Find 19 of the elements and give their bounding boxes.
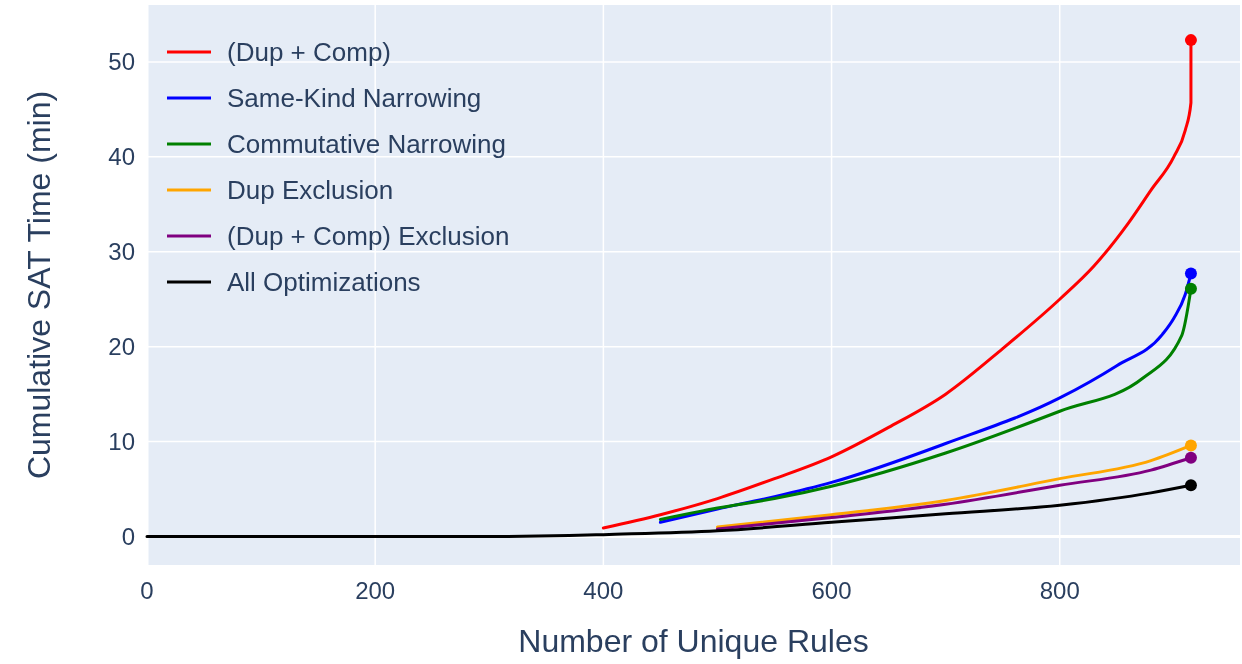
legend-label: Same-Kind Narrowing: [227, 83, 482, 113]
legend-label: (Dup + Comp) Exclusion: [227, 221, 510, 251]
y-tick-label: 40: [108, 142, 135, 170]
x-tick-label: 200: [355, 577, 396, 604]
x-tick-label: 800: [1039, 577, 1080, 604]
y-tick-label: 20: [108, 332, 135, 360]
legend-label: Commutative Narrowing: [227, 129, 506, 159]
x-tick-label: 0: [140, 577, 154, 604]
legend-label: (Dup + Comp): [227, 37, 391, 67]
legend-label: Dup Exclusion: [227, 175, 394, 205]
x-tick-label: 400: [583, 577, 624, 604]
legend-label: All Optimizations: [227, 267, 421, 297]
y-tick-label: 50: [108, 47, 135, 75]
x-axis-title: Number of Unique Rules: [518, 623, 869, 659]
y-tick-label: 10: [108, 427, 135, 455]
x-tick-label: 600: [811, 577, 852, 604]
y-axis-title: Cumulative SAT Time (min): [21, 90, 57, 480]
y-tick-label: 0: [121, 522, 135, 550]
y-tick-label: 30: [108, 237, 135, 265]
